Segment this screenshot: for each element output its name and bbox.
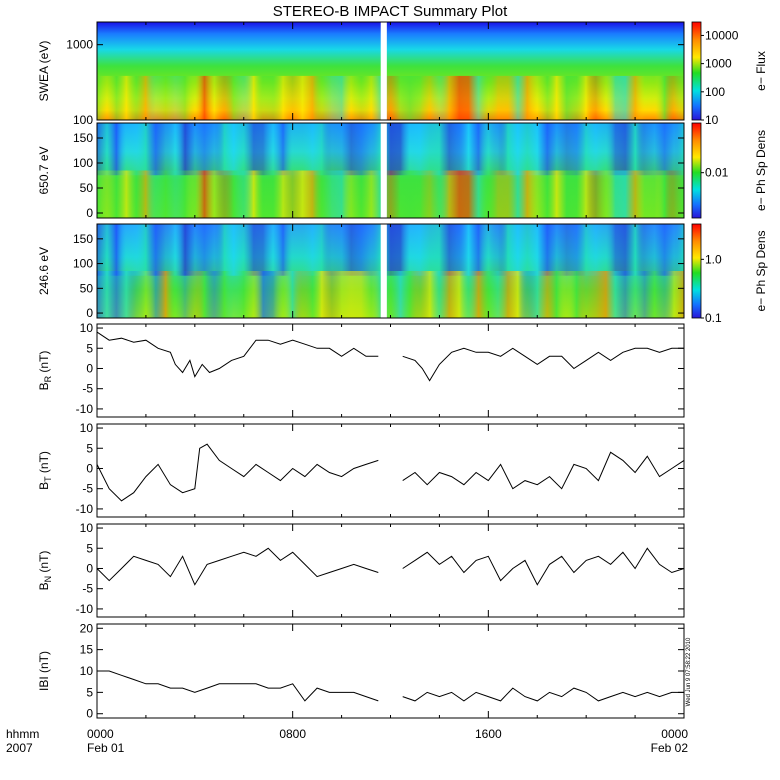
y-tick-label: 150	[73, 232, 93, 246]
colorbar-label: e− Flux	[754, 51, 768, 91]
y-tick-label: 5	[86, 441, 93, 455]
panel-3: 0.1 1.0 e− Ph Sp Dens 0 50 100 150 246.6 eV	[37, 223, 768, 325]
ylabel-unit: (nT)	[37, 351, 51, 376]
panel-frame	[96, 623, 685, 719]
y-tick-label: 5	[86, 685, 93, 699]
x-date-label: Feb 01	[87, 741, 125, 755]
data-gap	[380, 21, 387, 121]
panel-5: -10 -5 0 5 10 BT (nT)	[37, 421, 685, 518]
y-tick-label: 150	[73, 131, 93, 145]
colorbar-tick-label: 0.01	[705, 166, 729, 180]
y-tick-label: 0	[86, 306, 93, 320]
panel-ylabel: BN (nT)	[37, 551, 53, 591]
series-line	[96, 331, 684, 382]
ylabel-subscript: T	[43, 476, 53, 482]
colorbar-tick-label: 1000	[705, 57, 732, 71]
y-tick-label: 0	[86, 461, 93, 475]
y-tick-label: 10	[80, 521, 94, 535]
colorbar-tick-label: 10000	[705, 28, 739, 42]
y-tick-label: 15	[80, 643, 94, 657]
y-tick-label: -5	[82, 382, 93, 396]
x-axis-label-year: 2007	[6, 741, 33, 755]
x-tick-label: 0000	[661, 727, 688, 741]
ylabel-unit: (nT)	[37, 551, 51, 576]
spectrogram-streaks	[97, 75, 684, 120]
colorbar	[691, 122, 702, 219]
y-tick-label: 5	[86, 541, 93, 555]
x-tick-label: 0000	[87, 727, 114, 741]
colorbar-tick-label: 10	[705, 113, 719, 127]
panel-6: -10 -5 0 5 10 BN (nT)	[37, 521, 685, 618]
y-tick-label: 100	[73, 156, 93, 170]
y-tick-label: 0	[86, 561, 93, 575]
y-tick-label: 10	[80, 421, 94, 435]
y-tick-label: -10	[76, 602, 94, 616]
y-tick-label: 0	[86, 206, 93, 220]
colorbar	[691, 21, 702, 121]
x-tick-label: 0800	[279, 727, 306, 741]
data-gap	[380, 122, 387, 219]
panel-1: 10 100 1000 10000 e− Flux 100 1000 SWEA (eV)	[37, 21, 768, 127]
panel-2: 0.01 e− Ph Sp Dens 0 50 100 150 650.7 eV	[37, 122, 768, 220]
spectrogram-streaks	[97, 224, 684, 276]
panel-frame	[96, 323, 685, 418]
panel-7: 0 5 10 15 20 IBI (nT)	[37, 621, 685, 721]
series-line	[96, 443, 685, 502]
y-tick-label: 0	[86, 361, 93, 375]
y-tick-label: 20	[80, 621, 94, 635]
x-tick-label: 1600	[475, 727, 502, 741]
panel-ylabel: 246.6 eV	[37, 247, 51, 295]
x-date-label: Feb 02	[651, 741, 689, 755]
series-line	[97, 670, 684, 702]
panel-ylabel: BR (nT)	[37, 351, 53, 391]
spectrogram-streaks	[97, 123, 684, 176]
panel-frame	[96, 423, 685, 518]
y-tick-label: 50	[80, 281, 94, 295]
colorbar-tick-label: 0.1	[705, 311, 722, 325]
y-tick-label: -5	[82, 482, 93, 496]
ylabel-unit: (nT)	[37, 451, 51, 476]
y-tick-label: -10	[76, 502, 94, 516]
panel-ylabel: SWEA (eV)	[37, 41, 51, 102]
x-axis-label-hhmm: hhmm	[6, 727, 39, 741]
panel-ylabel: BT (nT)	[37, 451, 53, 490]
y-tick-label: 50	[80, 181, 94, 195]
y-tick-label: 100	[73, 257, 93, 271]
colorbar-label: e− Ph Sp Dens	[754, 130, 768, 211]
data-gap	[380, 223, 387, 319]
series-line	[96, 547, 685, 586]
panel-ylabel: 650.7 eV	[37, 146, 51, 194]
y-tick-label: 10	[80, 321, 94, 335]
spectrogram-streaks	[97, 170, 684, 218]
y-tick-label: -10	[76, 402, 94, 416]
colorbar-tick-label: 1.0	[705, 252, 722, 266]
y-tick-label: 100	[73, 113, 93, 127]
y-tick-label: -5	[82, 582, 93, 596]
colorbar-label: e− Ph Sp Dens	[754, 230, 768, 311]
y-tick-label: 10	[80, 664, 94, 678]
ylabel-subscript: R	[43, 375, 53, 382]
panel-4: -10 -5 0 5 10 BR (nT)	[37, 321, 685, 418]
plot-title: STEREO-B IMPACT Summary Plot	[273, 3, 508, 20]
y-tick-label: 0	[86, 707, 93, 721]
colorbar	[691, 223, 702, 319]
colorbar-tick-label: 100	[705, 85, 725, 99]
ylabel-subscript: N	[43, 576, 53, 583]
y-tick-label: 1000	[66, 38, 93, 52]
panel-ylabel: IBI (nT)	[37, 651, 51, 691]
spectrogram-streaks	[97, 271, 684, 318]
panel-frame	[96, 523, 685, 618]
y-tick-label: 5	[86, 341, 93, 355]
timestamp: Wed Jun 9 07:58:22 2010	[686, 637, 692, 706]
